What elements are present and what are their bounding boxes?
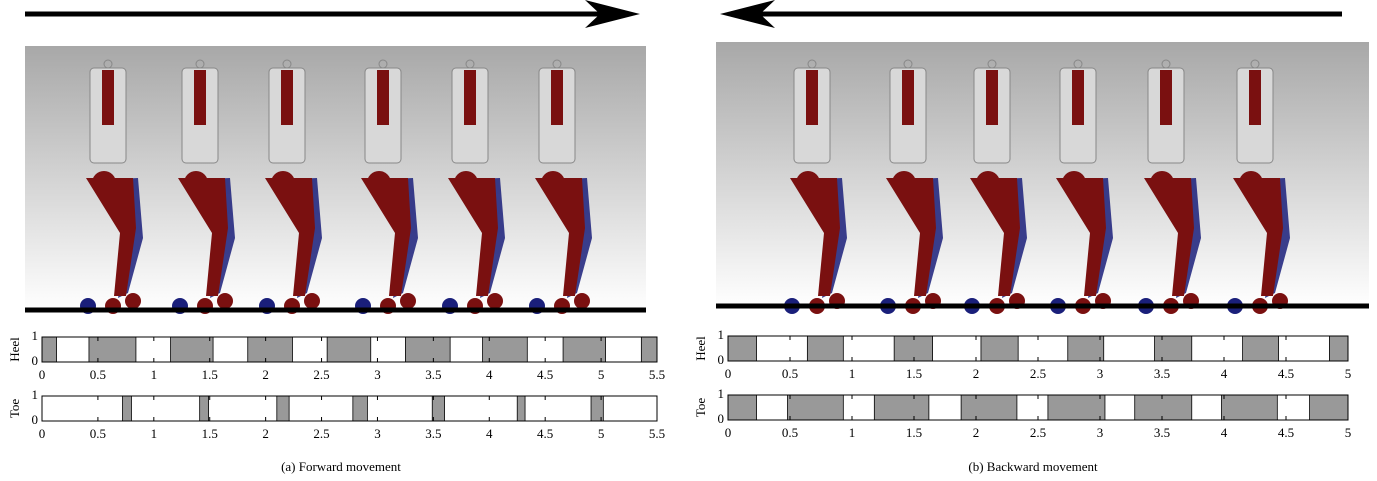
x-tick-label: 3.5	[425, 367, 441, 382]
y-axis-label: Toe	[7, 399, 22, 419]
contact-interval	[1310, 395, 1348, 420]
x-tick-label: 5.5	[649, 367, 665, 382]
contact-interval	[981, 336, 1018, 361]
y-axis-label: Heel	[693, 336, 708, 361]
x-tick-label: 4.5	[1278, 366, 1294, 381]
contact-interval	[123, 396, 132, 421]
y-tick-label: 1	[718, 327, 725, 342]
contact-interval	[961, 395, 1017, 420]
x-tick-label: 0	[39, 367, 46, 382]
y-axis-label: Heel	[7, 337, 22, 362]
contact-interval	[517, 396, 525, 421]
x-tick-label: 1.5	[906, 366, 922, 381]
x-tick-label: 5	[1345, 366, 1352, 381]
contact-interval	[728, 336, 757, 361]
x-tick-label: 0.5	[90, 367, 106, 382]
contact-interval	[894, 336, 932, 361]
contact-interval	[1243, 336, 1279, 361]
x-tick-label: 2	[262, 426, 269, 441]
y-tick-label: 0	[32, 353, 39, 368]
contact-interval	[1329, 336, 1348, 361]
y-axis-label: Toe	[693, 398, 708, 418]
x-tick-label: 4	[486, 367, 493, 382]
x-tick-label: 0.5	[90, 426, 106, 441]
x-tick-label: 2.5	[313, 367, 329, 382]
x-tick-label: 4.5	[537, 426, 553, 441]
x-tick-label: 1	[849, 425, 856, 440]
x-tick-label: 0	[39, 426, 46, 441]
contact-interval	[248, 337, 293, 362]
contact-interval	[563, 337, 605, 362]
caption: (b) Backward movement	[968, 459, 1098, 474]
x-tick-label: 2.5	[313, 426, 329, 441]
contact-interval	[200, 396, 209, 421]
x-tick-label: 2.5	[1030, 425, 1046, 440]
x-tick-label: 4	[1221, 366, 1228, 381]
contact-interval	[1068, 336, 1104, 361]
contact-interval	[641, 337, 657, 362]
contact-interval	[728, 395, 757, 420]
contact-interval	[277, 396, 289, 421]
x-tick-label: 3	[374, 367, 381, 382]
x-tick-label: 3	[1097, 366, 1104, 381]
x-tick-label: 1	[151, 426, 158, 441]
y-tick-label: 1	[718, 386, 725, 401]
x-tick-label: 3.5	[1154, 425, 1170, 440]
x-tick-label: 1	[849, 366, 856, 381]
x-tick-label: 0	[725, 366, 732, 381]
x-tick-label: 2.5	[1030, 366, 1046, 381]
x-tick-label: 3.5	[425, 426, 441, 441]
x-tick-label: 4.5	[1278, 425, 1294, 440]
contact-interval	[1135, 395, 1192, 420]
contact-interval	[1155, 336, 1192, 361]
x-tick-label: 5.5	[649, 426, 665, 441]
x-tick-label: 2	[973, 366, 980, 381]
x-tick-label: 3	[374, 426, 381, 441]
x-tick-label: 5	[598, 426, 605, 441]
y-tick-label: 0	[32, 412, 39, 427]
x-tick-label: 1.5	[202, 367, 218, 382]
x-tick-label: 3.5	[1154, 366, 1170, 381]
x-tick-label: 5	[1345, 425, 1352, 440]
x-tick-label: 0.5	[782, 366, 798, 381]
contact-interval	[788, 395, 844, 420]
x-tick-label: 1.5	[202, 426, 218, 441]
contact-interval	[353, 396, 368, 421]
x-tick-label: 1.5	[906, 425, 922, 440]
y-tick-label: 0	[718, 352, 725, 367]
figure: (a) Forward movement (b) Backward moveme…	[0, 0, 1377, 481]
y-tick-label: 1	[32, 328, 39, 343]
x-tick-label: 1	[151, 367, 158, 382]
axes-box	[42, 396, 657, 421]
contact-interval	[807, 336, 843, 361]
contact-interval	[405, 337, 450, 362]
contact-interval	[432, 396, 444, 421]
contact-interval	[171, 337, 213, 362]
x-tick-label: 5	[598, 367, 605, 382]
x-tick-label: 2	[973, 425, 980, 440]
x-tick-label: 0	[725, 425, 732, 440]
contact-interval	[89, 337, 136, 362]
x-tick-label: 2	[262, 367, 269, 382]
contact-interval	[874, 395, 929, 420]
x-tick-label: 0.5	[782, 425, 798, 440]
x-tick-label: 3	[1097, 425, 1104, 440]
x-tick-label: 4	[486, 426, 493, 441]
y-tick-label: 1	[32, 387, 39, 402]
x-tick-label: 4	[1221, 425, 1228, 440]
y-tick-label: 0	[718, 411, 725, 426]
contact-interval	[1222, 395, 1278, 420]
contact-interval	[42, 337, 57, 362]
x-tick-label: 4.5	[537, 367, 553, 382]
contact-interval	[327, 337, 371, 362]
caption: (a) Forward movement	[281, 459, 401, 474]
contact-interval	[1048, 395, 1105, 420]
